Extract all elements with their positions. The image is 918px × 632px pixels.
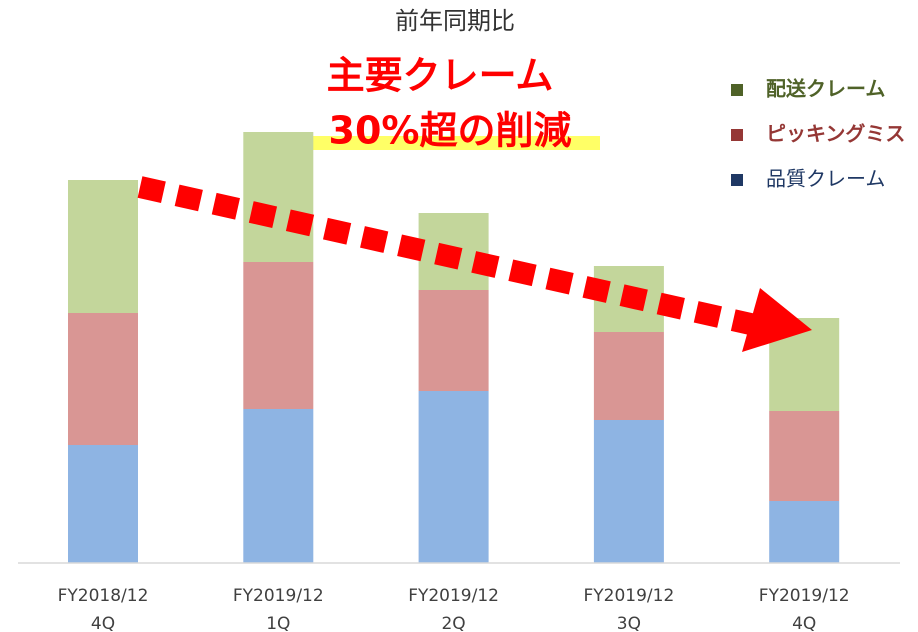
highlight: [300, 136, 600, 150]
bar-segment: [418, 290, 489, 391]
x-tick-label: FY2018/12: [58, 586, 149, 606]
x-tick-label: 4Q: [91, 614, 115, 632]
legend-label: ピッキングミス: [766, 122, 905, 146]
bar-segment: [769, 411, 840, 501]
bar-segment: [68, 313, 138, 445]
legend-label: 配送クレーム: [766, 77, 885, 101]
x-tick-label: 4Q: [792, 614, 816, 632]
bar-segment: [243, 409, 314, 563]
bar-segment: [593, 420, 664, 563]
legend-marker: [731, 84, 743, 96]
x-tick-label: FY2019/12: [233, 586, 324, 606]
x-tick-label: 1Q: [266, 614, 290, 632]
bar-segment: [243, 262, 314, 409]
x-tick-label: FY2019/12: [584, 586, 675, 606]
bar-segment: [769, 501, 840, 563]
bar-segment: [243, 132, 314, 262]
x-tick-label: FY2019/12: [408, 586, 499, 606]
legend-marker: [731, 129, 743, 141]
bar-segment: [593, 332, 664, 420]
legend-label: 品質クレーム: [766, 167, 885, 191]
x-tick-label: FY2019/12: [759, 586, 850, 606]
trend-arrow: [137, 176, 758, 336]
x-tick-label: 2Q: [441, 614, 465, 632]
headline: 主要クレーム: [327, 54, 554, 98]
chart-title: 前年同期比: [395, 7, 515, 35]
x-tick-label: 3Q: [617, 614, 641, 632]
headline: 30%超の削減: [329, 109, 572, 153]
legend-marker: [731, 174, 743, 186]
bar-segment: [418, 391, 489, 563]
arrow-head: [742, 288, 812, 352]
bar-segment: [68, 445, 138, 563]
bar-segment: [68, 180, 138, 313]
